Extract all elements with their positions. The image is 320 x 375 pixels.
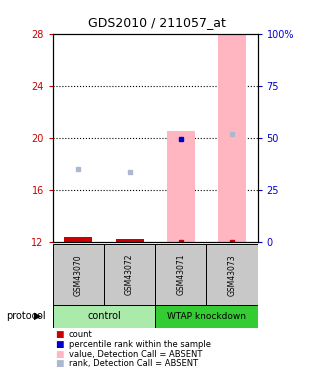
Bar: [116, 239, 144, 242]
Bar: [155, 304, 258, 328]
Bar: [167, 131, 195, 242]
Text: GSM43072: GSM43072: [125, 254, 134, 296]
Bar: [64, 237, 92, 242]
Bar: [206, 244, 258, 306]
Bar: [155, 244, 206, 306]
Text: control: control: [87, 311, 121, 321]
Text: GSM43073: GSM43073: [228, 254, 236, 296]
Bar: [53, 244, 104, 306]
Text: GDS2010 / 211057_at: GDS2010 / 211057_at: [88, 16, 226, 29]
Bar: [218, 34, 246, 242]
Text: ▶: ▶: [34, 311, 41, 321]
Text: GSM43070: GSM43070: [74, 254, 83, 296]
Text: ■: ■: [55, 350, 63, 358]
Bar: [104, 244, 155, 306]
Text: percentile rank within the sample: percentile rank within the sample: [69, 340, 211, 349]
Text: ■: ■: [55, 330, 63, 339]
Text: rank, Detection Call = ABSENT: rank, Detection Call = ABSENT: [69, 359, 198, 368]
Text: value, Detection Call = ABSENT: value, Detection Call = ABSENT: [69, 350, 202, 358]
Text: ■: ■: [55, 340, 63, 349]
Bar: [53, 304, 155, 328]
Text: protocol: protocol: [6, 311, 46, 321]
Text: GSM43071: GSM43071: [176, 254, 185, 296]
Text: count: count: [69, 330, 92, 339]
Text: WTAP knockdown: WTAP knockdown: [167, 312, 246, 321]
Text: ■: ■: [55, 359, 63, 368]
